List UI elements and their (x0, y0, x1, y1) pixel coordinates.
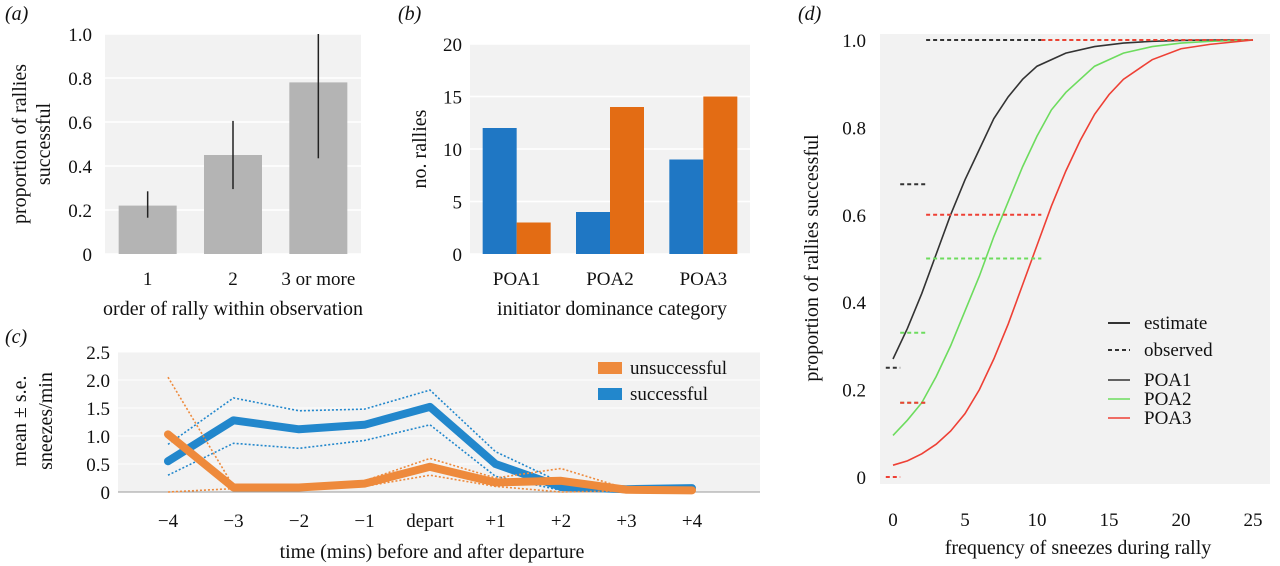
panel-d-xtick-label: 15 (1100, 510, 1119, 531)
panel-b: 0 5 10 15 20 POA1 POA2 POA3 no. rallies initia… (409, 35, 750, 320)
panel-c-xtick-label: −4 (158, 511, 179, 532)
panel-a-ytick-label: 0 (83, 245, 93, 266)
panel-c-xtick-label: −1 (354, 511, 374, 532)
panel-d: 0 0.2 0.4 0.6 0.8 1.0 0 5 10 15 20 25 proportion o… (801, 31, 1270, 559)
legend-label-observed: observed (1144, 340, 1213, 361)
panel-d-xtick-label: 10 (1028, 510, 1047, 531)
panel-c-xtick-label: +4 (682, 511, 703, 532)
panel-d-ytick-label: 0 (857, 468, 867, 489)
panel-a: 0 0.2 0.4 0.6 0.8 1.0 1 2 3 or more proportion … (9, 25, 363, 320)
panel-a-xtick-label: 3 or more (281, 269, 355, 290)
panel-a-xtick-label: 2 (228, 269, 238, 290)
panel-b-bar (669, 159, 704, 254)
legend-label-estimate: estimate (1144, 313, 1207, 334)
panel-a-ytick-label: 0.6 (68, 113, 92, 134)
panel-b-ytick-label: 20 (443, 35, 462, 56)
legend-label-poa1: POA1 (1144, 370, 1192, 391)
panel-b-ytick-label: 0 (453, 245, 463, 266)
panel-c-xlabel: time (mins) before and after departure (280, 541, 585, 563)
panel-d-xtick-label: 25 (1244, 510, 1263, 531)
panel-c-ytick-label: 0 (101, 483, 111, 504)
panel-a-ylabel-line2: successful (33, 102, 55, 185)
panel-c-xtick-label: −3 (223, 511, 243, 532)
panel-d-poa3-estimate-curve (892, 39, 1254, 466)
panel-c-ytick-label: 2.0 (86, 371, 110, 392)
panel-c-ytick-label: 1.0 (86, 427, 110, 448)
panel-c-ytick-label: 1.5 (86, 399, 110, 420)
panel-c-xtick-label: −2 (289, 511, 309, 532)
panel-d-ylabel: proportion of rallies successful (801, 134, 823, 382)
panel-b-xtick-label: POA2 (586, 269, 634, 290)
panel-c-xtick-label: +1 (485, 511, 505, 532)
panel-a-xlabel: order of rally within observation (103, 298, 363, 320)
panel-d-background (880, 34, 1270, 484)
panel-d-ytick-label: 0.6 (842, 206, 866, 227)
legend-label-poa3: POA3 (1144, 408, 1192, 429)
panel-b-ytick-label: 5 (453, 193, 463, 214)
panel-d-xlabel: frequency of sneezes during rally (945, 537, 1212, 559)
panel-a-ytick-label: 0.2 (68, 201, 92, 222)
panel-b-ylabel: no. rallies (409, 109, 431, 188)
panel-c-xtick-label: depart (406, 511, 454, 532)
panel-c-ylabel-line2: sneezes/min (35, 372, 57, 470)
legend-label-unsuccessful: unsuccessful (630, 358, 727, 379)
legend-swatch-unsuccessful (598, 362, 622, 374)
panel-a-ytick-label: 0.4 (68, 157, 92, 178)
panel-d-ytick-label: 0.2 (842, 381, 866, 402)
panel-c-ytick-label: 0.5 (86, 455, 110, 476)
panel-d-legend: estimate observed POA1 POA2 POA3 (1108, 313, 1213, 429)
panel-d-poa1-estimate-curve (892, 39, 1253, 360)
panel-b-bar (703, 96, 738, 254)
panel-a-label: (a) (5, 3, 29, 25)
panel-d-label: (d) (798, 3, 822, 25)
panel-b-bar (516, 222, 551, 254)
legend-label-successful: successful (630, 384, 708, 405)
panel-b-ytick-label: 15 (443, 88, 462, 109)
panel-d-ytick-label: 1.0 (842, 31, 866, 52)
panel-d-xtick-label: 20 (1172, 510, 1191, 531)
legend-label-poa2: POA2 (1144, 389, 1192, 410)
panel-c-legend: unsuccessful successful (598, 358, 727, 405)
panel-c-ytick-label: 2.5 (86, 343, 110, 364)
panel-b-xlabel: initiator dominance category (497, 298, 727, 320)
panel-c-xtick-label: +3 (616, 511, 636, 532)
panel-c-unsuccessful-mean-line (164, 430, 696, 495)
legend-swatch-successful (598, 388, 622, 400)
panel-b-bar (576, 212, 610, 254)
panel-b-ytick-label: 10 (443, 140, 462, 161)
panel-a-ylabel-line1: proportion of rallies (9, 64, 31, 224)
panel-a-ytick-label: 0.8 (68, 69, 92, 90)
panel-c-xtick-label: +2 (551, 511, 571, 532)
panel-c-label: (c) (5, 326, 28, 348)
panel-d-xtick-label: 0 (888, 510, 898, 531)
panel-c-successful-upper-se (167, 389, 693, 489)
panel-b-bar (610, 107, 644, 254)
panel-b-xtick-label: POA1 (493, 269, 541, 290)
panel-c-ylabel-line1: mean ± s.e. (9, 376, 31, 467)
panel-d-xtick-label: 5 (960, 510, 970, 531)
panel-a-xtick-label: 1 (143, 269, 153, 290)
panel-b-xtick-label: POA3 (680, 269, 728, 290)
panel-d-poa2-estimate-curve (892, 39, 1254, 437)
panel-d-ytick-label: 0.8 (842, 118, 866, 139)
panel-a-ytick-label: 1.0 (68, 25, 92, 46)
panel-c: 00.51.01.52.02.5 −4 −3 −2 −1 depart +1 +2 +3 +4 … (9, 343, 760, 563)
panel-b-bar (482, 128, 517, 254)
panel-d-ytick-label: 0.4 (842, 293, 866, 314)
panel-b-label: (b) (398, 3, 422, 25)
